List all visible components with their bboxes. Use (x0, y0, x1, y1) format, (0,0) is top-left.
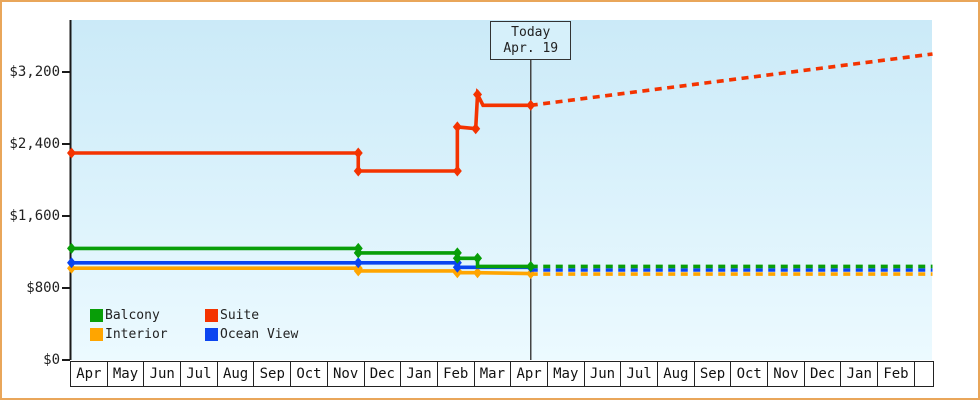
today-flag-line2: Apr. 19 (503, 40, 559, 56)
month-cell: May (548, 362, 585, 386)
month-cell: Oct (291, 362, 328, 386)
series-marker-suite (353, 165, 363, 177)
series-marker-suite (471, 123, 481, 135)
series-marker-suite (473, 89, 483, 100)
month-cell: Dec (805, 362, 842, 386)
series-marker-suite (452, 165, 462, 177)
legend-swatch-balcony (90, 309, 103, 322)
y-axis-label: $2,400 (9, 136, 60, 152)
month-cell: Jul (181, 362, 218, 386)
month-cell: Dec (365, 362, 402, 386)
legend-swatch-suite (205, 309, 218, 322)
month-cell: Jan (841, 362, 879, 386)
series-marker-ocean-view (353, 257, 363, 269)
month-axis-filler (915, 362, 933, 386)
legend-label: Balcony (105, 308, 160, 323)
legend-label: Ocean View (220, 327, 299, 342)
series-marker-suite (67, 147, 76, 159)
month-cell: Feb (878, 362, 915, 386)
series-marker-interior (353, 265, 363, 277)
series-marker-balcony (67, 242, 76, 254)
month-cell: Aug (658, 362, 695, 386)
legend-item-interior: Interior (90, 327, 205, 342)
month-cell: Mar (475, 362, 512, 386)
legend-label: Suite (220, 308, 260, 323)
series-marker-balcony (473, 252, 483, 264)
month-cell: Sep (254, 362, 292, 386)
month-cell: Aug (218, 362, 255, 386)
y-axis-label: $800 (26, 280, 60, 296)
month-cell: Jan (401, 362, 438, 386)
month-axis: Apr May Jun Jul Aug Sep Oct Nov Dec Jan Feb Mar Apr M… (70, 361, 934, 387)
month-cell: Oct (731, 362, 769, 386)
series-marker-interior (473, 267, 483, 279)
series-marker-ocean-view (452, 261, 462, 273)
series-line-suite (71, 87, 531, 173)
series-marker-ocean-view (67, 257, 76, 269)
month-cell: Apr (71, 362, 108, 386)
series-marker-balcony (353, 247, 363, 259)
y-axis-label: $0 (43, 352, 60, 368)
month-cell: May (108, 362, 145, 386)
legend-item-balcony: Balcony (90, 308, 205, 323)
month-cell: Jul (621, 362, 658, 386)
legend-swatch-ocean-view (205, 328, 218, 341)
month-cell: Jun (144, 362, 182, 386)
month-cell: Feb (438, 362, 475, 386)
series-marker-suite (353, 147, 363, 159)
series-projection-suite (530, 52, 933, 108)
month-cell: Nov (768, 362, 805, 386)
legend-item-suite: Suite (205, 308, 298, 323)
series-marker-balcony (452, 252, 462, 264)
today-flag-line1: Today (511, 24, 551, 40)
month-cell: Apr (511, 362, 548, 386)
series-marker-balcony (526, 260, 536, 272)
series-marker-suite (452, 121, 462, 133)
series-marker-suite (526, 99, 536, 111)
legend: Balcony Suite Interior Ocean View (90, 308, 298, 342)
month-cell: Sep (695, 362, 732, 386)
month-cell: Nov (328, 362, 365, 386)
month-cell: Jun (585, 362, 622, 386)
y-axis-label: $1,600 (9, 208, 60, 224)
y-axis-label: $3,200 (9, 64, 60, 80)
legend-label: Interior (105, 327, 168, 342)
legend-item-ocean-view: Ocean View (205, 327, 298, 342)
today-flag: Today Apr. 19 (490, 21, 572, 60)
plot-area (70, 20, 932, 360)
legend-swatch-interior (90, 328, 103, 341)
